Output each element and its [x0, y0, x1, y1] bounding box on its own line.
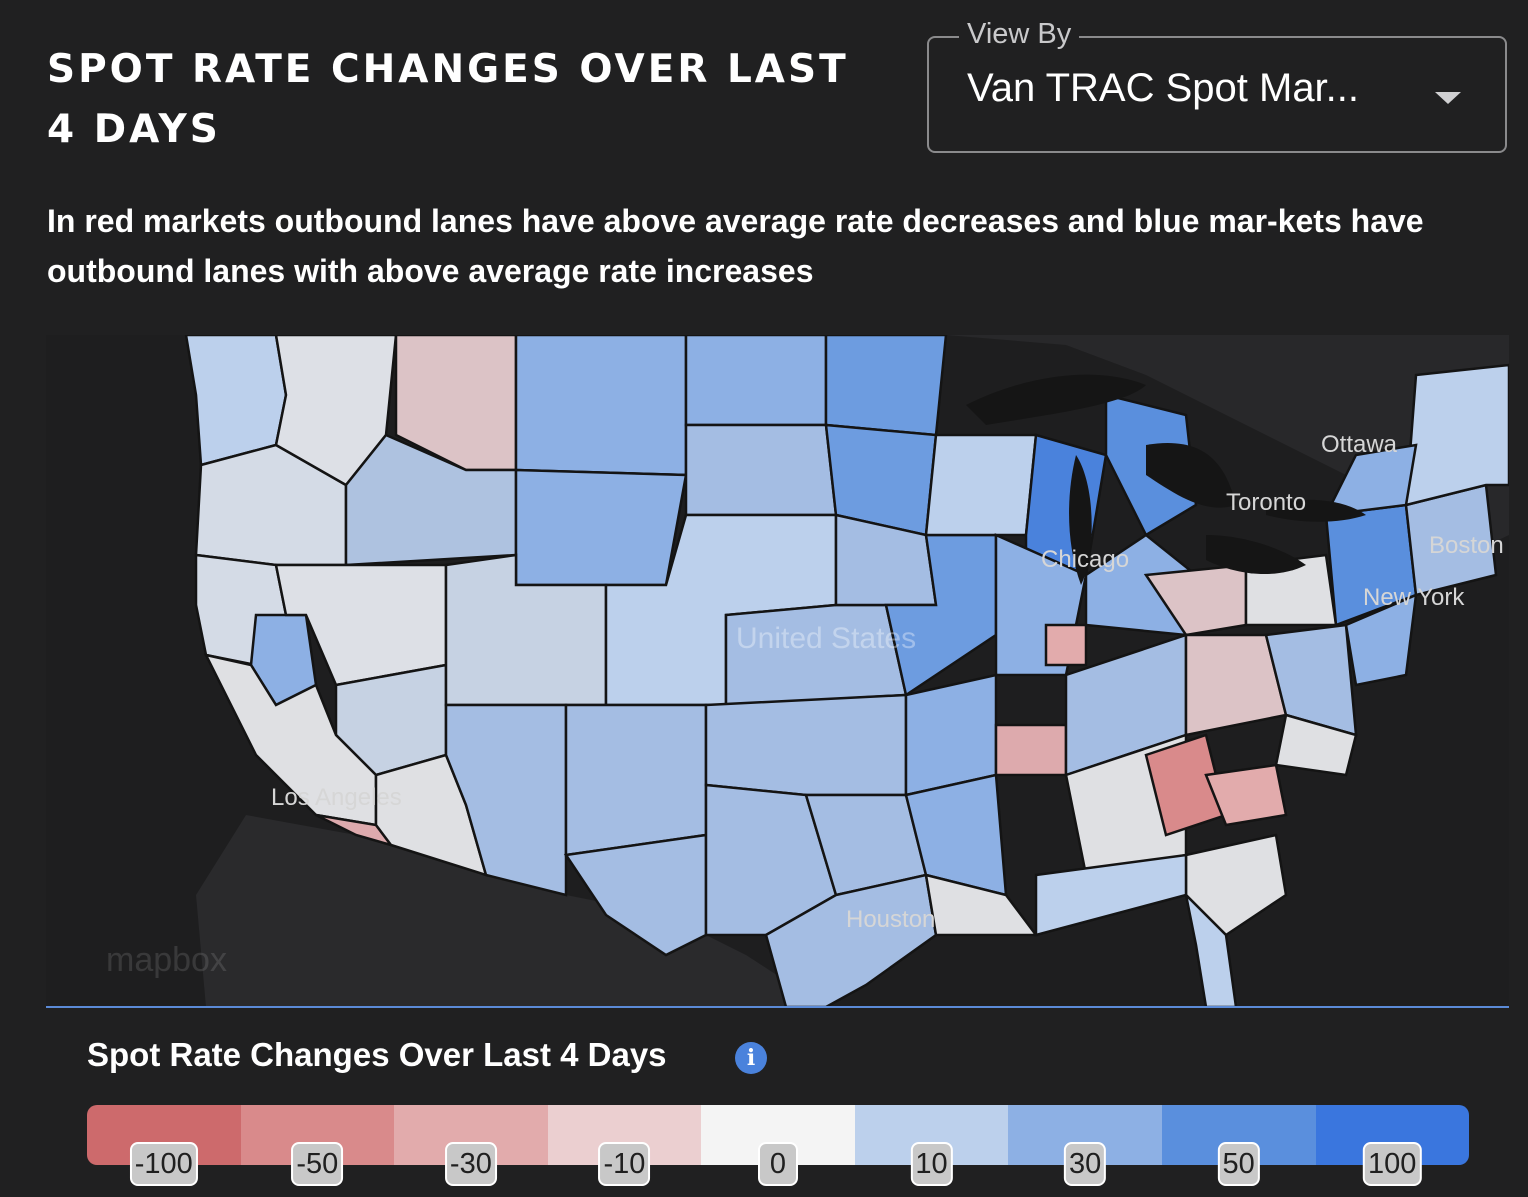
page-title: SPOT RATE CHANGES OVER LAST 4 DAYS	[47, 47, 849, 152]
region-albuquerque[interactable]	[564, 703, 708, 857]
region-raleigh[interactable]	[1274, 713, 1358, 777]
region-albany[interactable]	[1323, 443, 1418, 517]
region-oklahoma[interactable]	[704, 693, 908, 797]
great-lakes	[966, 374, 1366, 585]
map-svg[interactable]: Ottawa Toronto Boston New York Chicago U…	[46, 335, 1509, 1007]
canada-land	[186, 335, 1509, 565]
region-north-dakota[interactable]	[684, 335, 828, 427]
region-south-dakota[interactable]	[684, 423, 838, 517]
map-label-united-states: United States	[736, 622, 916, 655]
region-springfield[interactable]	[1044, 623, 1088, 667]
map-label-boston: Boston	[1429, 532, 1504, 559]
legend-tick-label: 100	[1363, 1142, 1422, 1186]
map-view[interactable]: Ottawa Toronto Boston New York Chicago U…	[46, 335, 1509, 1007]
map-description: In red markets outbound lanes have above…	[47, 203, 1424, 289]
map-label-toronto: Toronto	[1226, 489, 1306, 516]
region-el-paso[interactable]	[563, 833, 708, 957]
region-wyoming[interactable]	[514, 468, 688, 587]
mexico-land	[196, 815, 826, 1007]
region-maine[interactable]	[1404, 363, 1509, 507]
region-montana-east[interactable]	[514, 335, 688, 477]
region-fresno[interactable]	[203, 653, 378, 827]
region-gulf-coast[interactable]	[1034, 853, 1188, 937]
legend-tick-label: -100	[129, 1142, 198, 1186]
chevron-down-icon	[1435, 92, 1461, 104]
legend-tick-label: 10	[910, 1142, 953, 1186]
view-by-select[interactable]: View By Van TRAC Spot Mar...	[927, 18, 1507, 153]
view-by-value: Van TRAC Spot Mar...	[967, 66, 1360, 110]
map-label-ottawa: Ottawa	[1321, 431, 1398, 458]
legend-tick-label: 30	[1063, 1142, 1107, 1186]
legend-tick-label: 50	[1217, 1142, 1260, 1186]
map-label-new-york: New York	[1363, 584, 1465, 611]
region-minnesota-north[interactable]	[824, 335, 948, 437]
map-divider	[46, 1006, 1509, 1008]
region-baltimore[interactable]	[1344, 592, 1418, 687]
map-label-houston: Houston	[846, 906, 935, 933]
info-icon[interactable]: i	[735, 1042, 767, 1074]
legend-tick-label: 0	[758, 1142, 798, 1186]
region-florida[interactable]	[1183, 891, 1238, 1007]
legend-title: Spot Rate Changes Over Last 4 Days	[87, 1036, 667, 1073]
map-label-los-angeles: Los Angeles	[271, 784, 402, 811]
mapbox-logo: mapbox	[106, 941, 227, 979]
us-regions	[184, 335, 1509, 1007]
region-kansas[interactable]	[724, 603, 908, 707]
legend-tick-label: -10	[598, 1142, 651, 1186]
region-memphis[interactable]	[994, 723, 1068, 777]
region-houston[interactable]	[764, 873, 938, 1007]
view-by-label: View By	[959, 18, 1080, 51]
region-charlotte-south[interactable]	[1204, 763, 1288, 827]
legend-tick-label: -50	[291, 1142, 344, 1186]
legend-tick-label: -30	[444, 1142, 497, 1186]
map-label-chicago: Chicago	[1041, 546, 1129, 573]
region-wisconsin[interactable]	[924, 433, 1038, 537]
